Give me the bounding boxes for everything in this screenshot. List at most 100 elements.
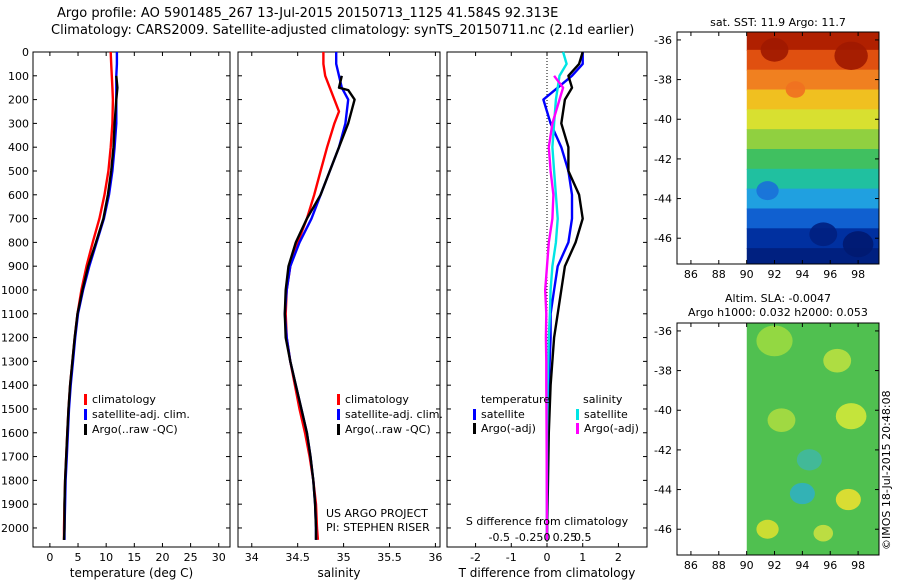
- temperature-ytick-label: 1300: [1, 355, 29, 368]
- sst-map-band: [746, 109, 879, 131]
- temperature-line-0000ff: [63, 52, 119, 540]
- temperature-ytick-label: 0: [22, 46, 29, 59]
- temperature-xtick-label: 15: [127, 551, 141, 564]
- difference-xtick-label: 2: [615, 551, 622, 564]
- temperature-frame: [32, 51, 231, 548]
- salinity-xtick-label: 36: [428, 551, 442, 564]
- temperature-ytick-label: 300: [8, 117, 29, 130]
- temperature-xtick-label: 30: [212, 551, 226, 564]
- sst-map-band: [746, 248, 879, 264]
- temperature-ytick-label: 2000: [1, 522, 29, 535]
- sst-map-frame: [676, 31, 880, 265]
- temperature-ytick-label: 200: [8, 94, 29, 107]
- salinity-legend-satellite-swatch: [337, 409, 340, 420]
- difference-line-ff00ff: [544, 75, 565, 540]
- temperature-ytick-label: 500: [8, 165, 29, 178]
- sla-map-ytick-label: -38: [654, 365, 672, 378]
- sla-map-subtitle: Argo h1000: 0.032 h2000: 0.053: [688, 306, 868, 319]
- difference-legend-temperature-satellite-swatch: [473, 409, 476, 420]
- sst-map-ytick-label: -46: [654, 232, 672, 245]
- difference-profile-panel: -2 -1 0 1 2 -0.5 -0.25 0 0.250.5 S difference fro…: [446, 51, 648, 580]
- sst-map-patch: [760, 38, 789, 62]
- salinity-legend-satellite-label: satellite-adj. clim.: [345, 408, 443, 421]
- temperature-xtick-label: 25: [184, 551, 198, 564]
- difference-legend-salinity-satellite-label: satellite: [584, 408, 628, 421]
- sst-map-ytick-label: -40: [654, 113, 672, 126]
- sst-map-patch: [809, 222, 838, 247]
- sla-map-ytick-label: -46: [654, 523, 672, 536]
- salinity-difference-tick-label: 0.5: [574, 531, 592, 544]
- sla-map-patch: [796, 449, 822, 471]
- temperature-ytick-label: 1100: [1, 308, 29, 321]
- temperature-ytick-label: 600: [8, 189, 29, 202]
- sst-map-ytick-label: -44: [654, 193, 672, 206]
- legend-salinity-header: salinity: [583, 393, 623, 406]
- salinity-xtick-label: 34.5: [285, 551, 310, 564]
- temperature-line-000000: [62, 75, 119, 540]
- difference-legend-temperature-argo-label: Argo(-adj): [481, 422, 536, 435]
- sst-map-ytick-label: -36: [654, 34, 672, 47]
- sst-map-band: [746, 148, 879, 170]
- sla-map-xtick-label: 90: [740, 559, 754, 572]
- sst-map-band: [746, 69, 879, 91]
- difference-legend-salinity-satellite-swatch: [576, 409, 579, 420]
- salinity-xtick-label: 35.5: [377, 551, 402, 564]
- sla-map-patch: [835, 488, 861, 511]
- temperature-profile-panel: 0 5 10 15 20 25 300100200300400500600700800900…: [1, 46, 231, 580]
- sst-map-xtick-label: 88: [712, 268, 726, 281]
- sla-map-ytick-label: -36: [654, 325, 672, 338]
- credit-text: ©IMOS 18-Jul-2015 20:48:08: [880, 390, 893, 550]
- salinity-difference-tick-label: -0.25: [515, 531, 543, 544]
- temperature-ytick-label: 100: [8, 70, 29, 83]
- temperature-legend-argo-label: Argo(..raw -QC): [92, 423, 178, 436]
- temperature-ytick-label: 800: [8, 236, 29, 249]
- figure-title-line-2: Climatology: CARS2009. Satellite-adjuste…: [51, 23, 635, 38]
- difference-xtick-label: -1: [506, 551, 517, 564]
- temperature-xtick-label: 10: [99, 551, 113, 564]
- sla-map-data: [746, 323, 879, 555]
- sst-map-xtick-label: 96: [823, 268, 837, 281]
- temperature-ytick-label: 1900: [1, 498, 29, 511]
- temperature-line-ff0000: [62, 51, 115, 540]
- salinity-difference-tick-label: 0.25: [553, 531, 578, 544]
- sla-map-patch: [756, 519, 779, 539]
- sst-map-xtick-label: 86: [684, 268, 698, 281]
- salinity-frame: [237, 51, 441, 548]
- sla-map-patch: [835, 403, 867, 430]
- temperature-ytick-label: 1000: [1, 284, 29, 297]
- sst-map-band: [746, 188, 879, 210]
- difference-line-0000ff: [542, 52, 584, 540]
- sla-map-xtick-label: 96: [823, 559, 837, 572]
- sla-map-patch: [813, 524, 834, 542]
- difference-line-00e5e5: [545, 51, 568, 540]
- sst-map-patch: [756, 181, 779, 201]
- sst-map-ytick-label: -38: [654, 74, 672, 87]
- difference-line-000000: [545, 51, 584, 540]
- difference-xtick-label: -2: [470, 551, 481, 564]
- sla-map-frame: [676, 322, 880, 556]
- difference-legend-temperature-argo-swatch: [473, 423, 476, 434]
- figure-title-line-1: Argo profile: AO 5901485_267 13-Jul-2015…: [57, 6, 559, 21]
- temperature-x-axis-label: temperature (deg C): [70, 566, 193, 580]
- sla-map-ytick-label: -40: [654, 404, 672, 417]
- temperature-legend-climatology-swatch: [84, 394, 87, 405]
- salinity-xtick-label: 35: [337, 551, 351, 564]
- sla-map-xtick-label: 92: [768, 559, 782, 572]
- sla-map-ytick-label: -42: [654, 444, 672, 457]
- temperature-ytick-label: 900: [8, 260, 29, 273]
- difference-xtick-label: 1: [579, 551, 586, 564]
- temperature-ytick-label: 1500: [1, 403, 29, 416]
- salinity-xtick-label: 34: [245, 551, 259, 564]
- sla-map-xtick-label: 98: [851, 559, 865, 572]
- temperature-legend-satellite-swatch: [84, 409, 87, 420]
- salinity-x-axis-label: salinity: [317, 566, 360, 580]
- difference-legend-temperature-satellite-label: satellite: [481, 408, 525, 421]
- sla-map-xtick-label: 86: [684, 559, 698, 572]
- sla-map-patch: [767, 408, 796, 433]
- sst-map-title: sat. SST: 11.9 Argo: 11.7: [710, 16, 846, 29]
- salinity-legend-argo-label: Argo(..raw -QC): [345, 423, 431, 436]
- difference-legend-salinity-argo-label: Argo(-adj): [584, 422, 639, 435]
- sst-map-ytick-label: -42: [654, 153, 672, 166]
- temperature-ytick-label: 1800: [1, 474, 29, 487]
